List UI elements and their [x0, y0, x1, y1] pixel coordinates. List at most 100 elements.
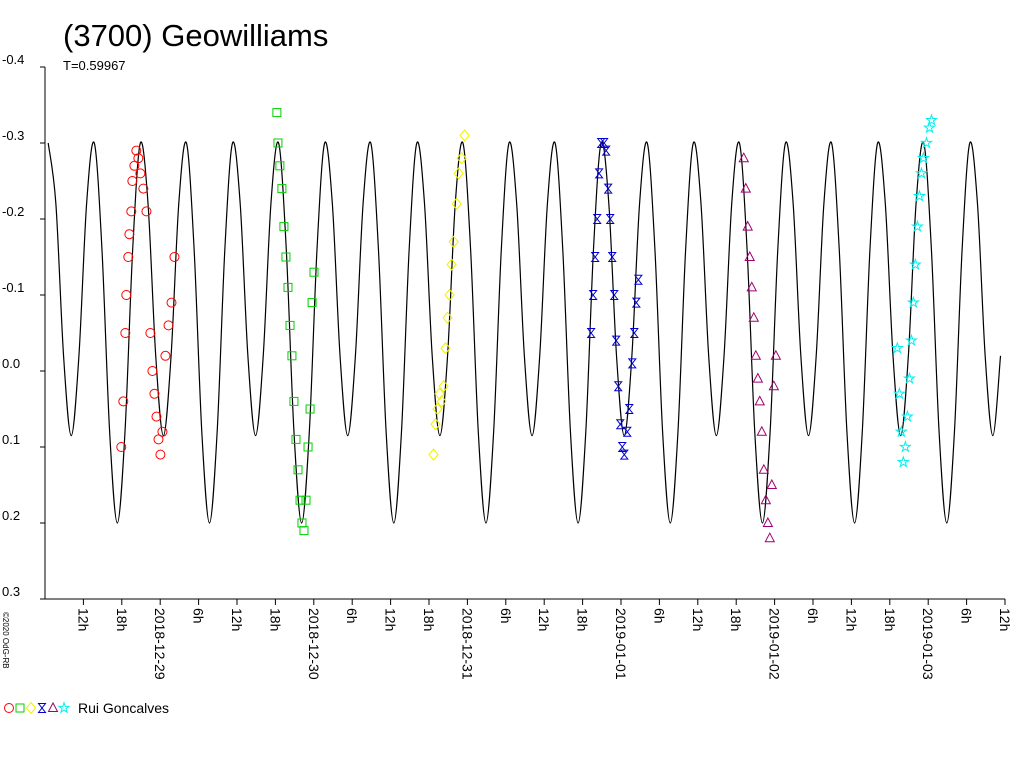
data-point: [924, 113, 939, 126]
data-point: [430, 417, 441, 431]
data-point: [307, 298, 317, 308]
data-point: [277, 184, 287, 194]
data-point: [605, 214, 615, 224]
data-point: [169, 252, 180, 262]
data-point: [631, 297, 641, 308]
data-point: [738, 152, 750, 163]
data-point: [916, 151, 930, 164]
x-tick-label: 6h: [651, 608, 667, 624]
data-point: [919, 136, 934, 149]
x-tick-label: 12h: [229, 608, 245, 631]
x-tick-label: 12h: [75, 608, 91, 631]
legend-marker: [4, 703, 14, 713]
data-point: [592, 214, 602, 224]
x-tick-label: 6h: [959, 608, 975, 624]
copyright: ©2020 OdG-RB: [1, 612, 10, 669]
data-point: [275, 161, 285, 171]
x-tick-label: 18h: [728, 608, 744, 631]
data-point: [151, 411, 162, 422]
data-point: [758, 463, 770, 474]
y-tick-label: -0.1: [2, 280, 24, 295]
x-tick-label: 12h: [843, 608, 859, 631]
data-point: [291, 434, 301, 444]
legend-marker: [47, 701, 59, 712]
data-point: [155, 449, 166, 460]
data-point: [448, 235, 459, 249]
data-point: [453, 167, 464, 180]
legend-marker: [37, 703, 47, 713]
x-tick-label: 18h: [575, 608, 591, 631]
data-point: [629, 328, 639, 338]
data-point: [145, 328, 156, 338]
data-point: [293, 465, 303, 475]
data-point: [272, 108, 282, 118]
y-tick-label: -0.3: [2, 128, 24, 143]
data-point: [451, 197, 462, 211]
data-point: [309, 267, 319, 277]
data-point: [586, 328, 596, 338]
x-tick-label: 6h: [805, 608, 821, 624]
data-point: [157, 426, 168, 437]
data-point: [434, 387, 445, 401]
data-point: [760, 494, 772, 505]
data-point: [456, 151, 467, 165]
data-point: [285, 320, 295, 330]
data-point: [896, 455, 910, 468]
data-point: [904, 333, 919, 347]
data-point: [742, 220, 754, 231]
data-point: [295, 495, 305, 505]
data-point: [607, 252, 617, 262]
data-point: [768, 380, 780, 391]
data-point: [624, 404, 634, 414]
data-point: [912, 189, 927, 202]
data-point: [281, 252, 291, 262]
data-point: [619, 449, 629, 460]
data-point: [740, 182, 752, 193]
data-point: [615, 419, 625, 430]
x-tick-label: 6h: [344, 608, 360, 624]
data-point: [444, 288, 455, 302]
data-point: [627, 358, 637, 369]
data-point: [141, 206, 152, 217]
data-point: [588, 290, 598, 300]
y-tick-label: 0.0: [2, 356, 20, 371]
x-tick-label: 12h: [536, 608, 552, 631]
data-point: [301, 495, 311, 505]
data-point: [459, 129, 470, 142]
data-point: [135, 168, 146, 179]
data-point: [149, 388, 160, 399]
data-point: [601, 145, 611, 156]
data-point: [770, 349, 782, 360]
x-tick-label: 18h: [114, 608, 130, 631]
x-tick-label: 2019-01-02: [767, 608, 783, 680]
data-point: [748, 311, 760, 322]
data-point: [131, 145, 142, 156]
data-point: [910, 219, 925, 233]
data-point: [438, 379, 449, 393]
x-tick-label: 2019-01-01: [613, 608, 629, 680]
data-point: [163, 320, 174, 331]
x-tick-label: 18h: [267, 608, 283, 631]
data-point: [617, 442, 627, 452]
data-point: [299, 526, 309, 536]
data-point: [762, 516, 774, 527]
data-point: [906, 295, 920, 309]
data-point: [153, 434, 164, 445]
x-tick-label: 6h: [498, 608, 514, 624]
data-point: [890, 341, 904, 354]
x-tick-label: 12h: [383, 608, 399, 631]
data-point: [746, 281, 758, 292]
x-tick-label: 2018-12-30: [306, 608, 322, 680]
data-point: [120, 328, 131, 338]
data-point: [116, 442, 127, 452]
data-point: [303, 442, 313, 452]
x-tick-label: 12h: [997, 608, 1013, 631]
data-point: [756, 425, 768, 436]
data-point: [121, 290, 132, 300]
data-point: [432, 402, 443, 416]
data-point: [622, 426, 632, 437]
data-point: [133, 153, 144, 164]
data-point: [279, 222, 289, 232]
data-point: [744, 250, 756, 261]
data-point: [613, 381, 623, 392]
